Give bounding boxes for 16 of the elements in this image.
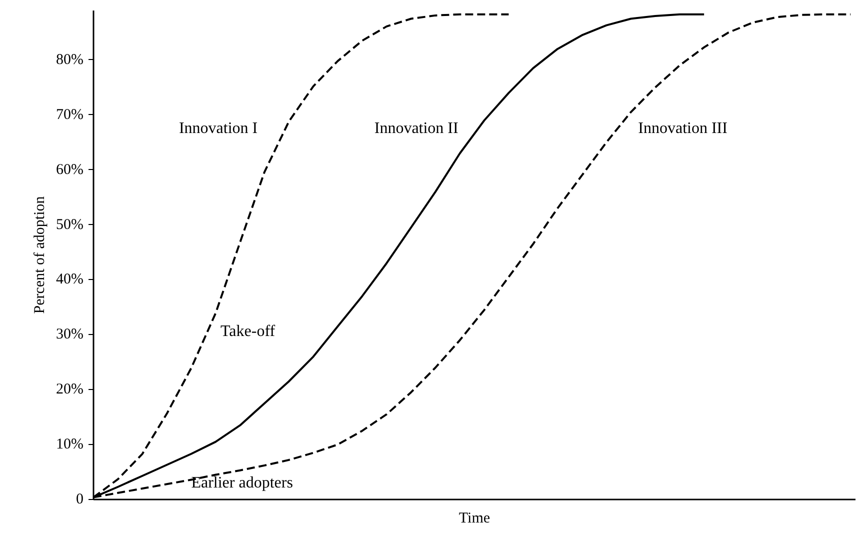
y-tick-label: 20% xyxy=(56,382,84,398)
y-tick-label: 60% xyxy=(56,162,84,178)
y-tick-label: 30% xyxy=(56,326,84,343)
y-tick-label: 80% xyxy=(56,52,84,68)
x-axis-title: Time xyxy=(458,510,490,526)
annotation: Earlier adopters xyxy=(191,474,293,492)
y-tick-label: 0 xyxy=(76,492,84,508)
y-tick-label: 50% xyxy=(56,216,84,233)
y-axis-title: Percent of adoption xyxy=(32,196,48,314)
y-tick-label: 70% xyxy=(56,106,84,123)
annotation: Take-off xyxy=(220,323,276,340)
series-label: Innovation III xyxy=(638,120,728,137)
series-label: Innovation I xyxy=(178,120,258,137)
series-label: Innovation II xyxy=(374,120,458,137)
y-tick-label: 10% xyxy=(56,436,84,453)
y-tick-label: 40% xyxy=(56,272,84,288)
